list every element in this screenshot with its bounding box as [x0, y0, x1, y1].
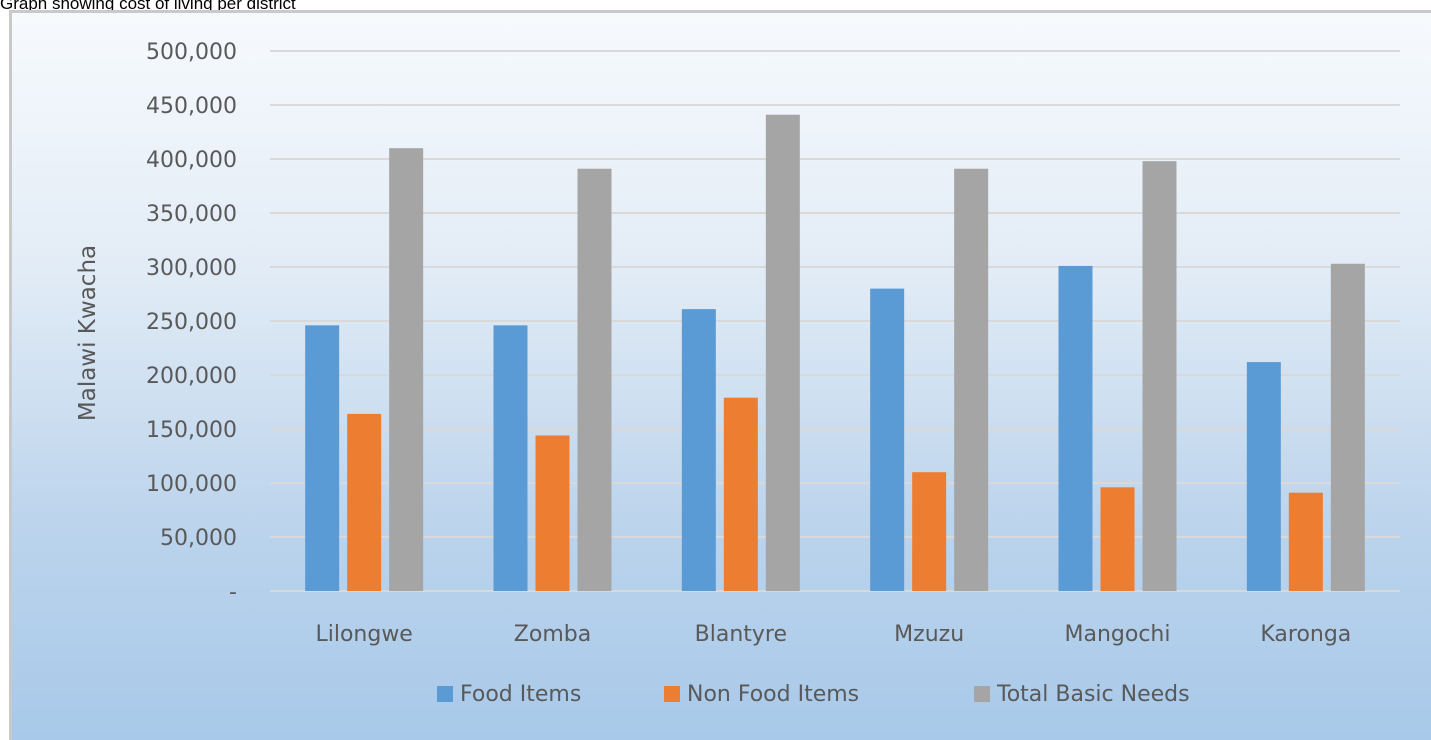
y-axis-label: Malawi Kwacha [75, 245, 101, 421]
x-axis-categories: Lilongwe Zomba Blantyre Mzuzu Mangochi Karong… [315, 622, 1351, 647]
y-tick-label: 500,000 [146, 40, 237, 65]
bar-food-items-mzuzu [870, 288, 905, 591]
x-tick-label: Mzuzu [894, 622, 964, 647]
x-tick-label: Karonga [1260, 622, 1351, 647]
bar-total-basic-needs-lilongwe [389, 148, 424, 591]
legend-label: Total Basic Needs [996, 682, 1190, 707]
x-tick-label: Blantyre [695, 622, 787, 647]
bar-food-items-mangochi [1058, 265, 1093, 591]
legend-swatch [437, 686, 453, 702]
y-tick-label: 450,000 [146, 94, 237, 119]
y-tick-label: 150,000 [146, 418, 237, 443]
gridlines [270, 50, 1400, 592]
bar-food-items-karonga [1246, 362, 1281, 591]
bar-non-food-items-zomba [535, 435, 570, 591]
bar-non-food-items-mangochi [1100, 487, 1135, 591]
y-tick-label: 400,000 [146, 148, 237, 173]
bar-non-food-items-karonga [1288, 492, 1323, 591]
bar-total-basic-needs-zomba [577, 168, 612, 591]
legend-swatch [974, 686, 990, 702]
y-tick-label: 250,000 [146, 310, 237, 335]
y-tick-label: 350,000 [146, 202, 237, 227]
bar-food-items-blantyre [681, 309, 716, 591]
bars [305, 114, 1365, 591]
bar-non-food-items-lilongwe [347, 413, 382, 591]
y-axis-ticks: - 50,000 100,000 150,000 200,000 250,000 300,0… [146, 40, 237, 605]
legend-swatch [664, 686, 680, 702]
legend-label: Food Items [460, 682, 581, 707]
bar-total-basic-needs-mangochi [1142, 161, 1177, 591]
legend-label: Non Food Items [687, 682, 859, 707]
bar-non-food-items-blantyre [723, 397, 758, 591]
bar-chart: - 50,000 100,000 150,000 200,000 250,000 300,0… [75, 40, 1400, 707]
y-tick-label: 50,000 [160, 526, 237, 551]
bar-food-items-zomba [493, 325, 528, 591]
bar-total-basic-needs-karonga [1330, 263, 1365, 591]
y-tick-label: 300,000 [146, 256, 237, 281]
bar-food-items-lilongwe [305, 325, 340, 591]
bar-non-food-items-mzuzu [912, 472, 947, 591]
y-tick-label: 200,000 [146, 364, 237, 389]
legend: Food Items Non Food Items Total Basic Need… [437, 682, 1190, 707]
x-tick-label: Lilongwe [315, 622, 412, 647]
bar-total-basic-needs-mzuzu [954, 168, 989, 591]
y-tick-label: 100,000 [146, 472, 237, 497]
bar-total-basic-needs-blantyre [765, 114, 800, 591]
y-tick-label: - [229, 580, 237, 605]
chart-area: - 50,000 100,000 150,000 200,000 250,000 300,0… [9, 10, 1431, 740]
x-tick-label: Mangochi [1065, 622, 1171, 647]
chart-caption: Graph showing cost of living per distric… [0, 0, 296, 13]
x-tick-label: Zomba [514, 622, 591, 647]
